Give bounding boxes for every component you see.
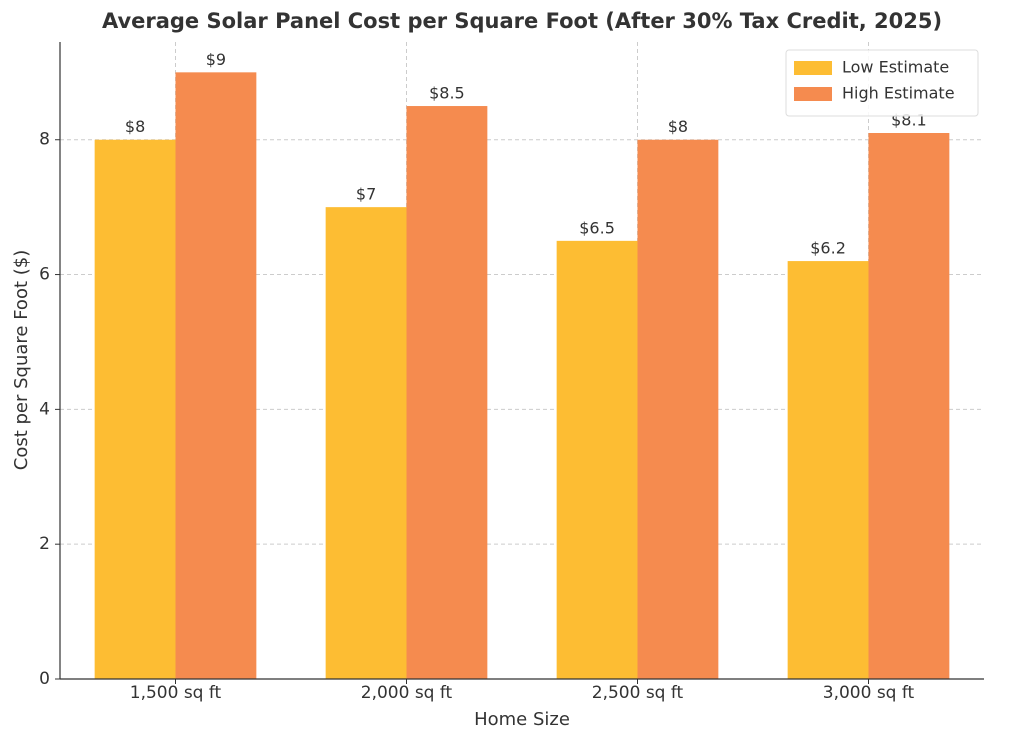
y-tick-label: 8 bbox=[39, 130, 50, 150]
x-axis-title: Home Size bbox=[474, 709, 570, 730]
bar bbox=[175, 72, 257, 680]
x-tick-label: 3,000 sq ft bbox=[823, 683, 915, 703]
legend-label: High Estimate bbox=[842, 84, 955, 103]
bar bbox=[637, 139, 719, 680]
y-tick-label: 0 bbox=[39, 669, 50, 689]
y-tick-label: 4 bbox=[39, 399, 50, 419]
legend-swatch bbox=[794, 87, 832, 101]
bar bbox=[406, 106, 488, 679]
bar bbox=[556, 240, 638, 679]
value-label: $8 bbox=[668, 117, 688, 136]
legend-box bbox=[785, 49, 979, 117]
value-label: $6.5 bbox=[579, 218, 615, 237]
bar bbox=[325, 207, 407, 680]
x-tick-label: 2,500 sq ft bbox=[592, 683, 684, 703]
legend-swatch bbox=[794, 61, 832, 75]
value-label: $9 bbox=[206, 50, 226, 69]
x-tick-label: 1,500 sq ft bbox=[130, 683, 222, 703]
bar bbox=[868, 133, 950, 679]
y-axis-title: Cost per Square Foot ($) bbox=[11, 250, 32, 470]
y-tick-label: 6 bbox=[39, 265, 50, 285]
value-label: $8 bbox=[125, 117, 145, 136]
chart-title: Average Solar Panel Cost per Square Foot… bbox=[102, 9, 942, 33]
value-label: $7 bbox=[356, 185, 376, 204]
value-label: $8.5 bbox=[429, 84, 465, 103]
y-tick-label: 2 bbox=[39, 534, 50, 554]
bar bbox=[787, 261, 869, 679]
x-tick-label: 2,000 sq ft bbox=[361, 683, 453, 703]
value-label: $6.2 bbox=[810, 239, 846, 258]
bar bbox=[94, 139, 176, 680]
legend-label: Low Estimate bbox=[842, 58, 949, 77]
